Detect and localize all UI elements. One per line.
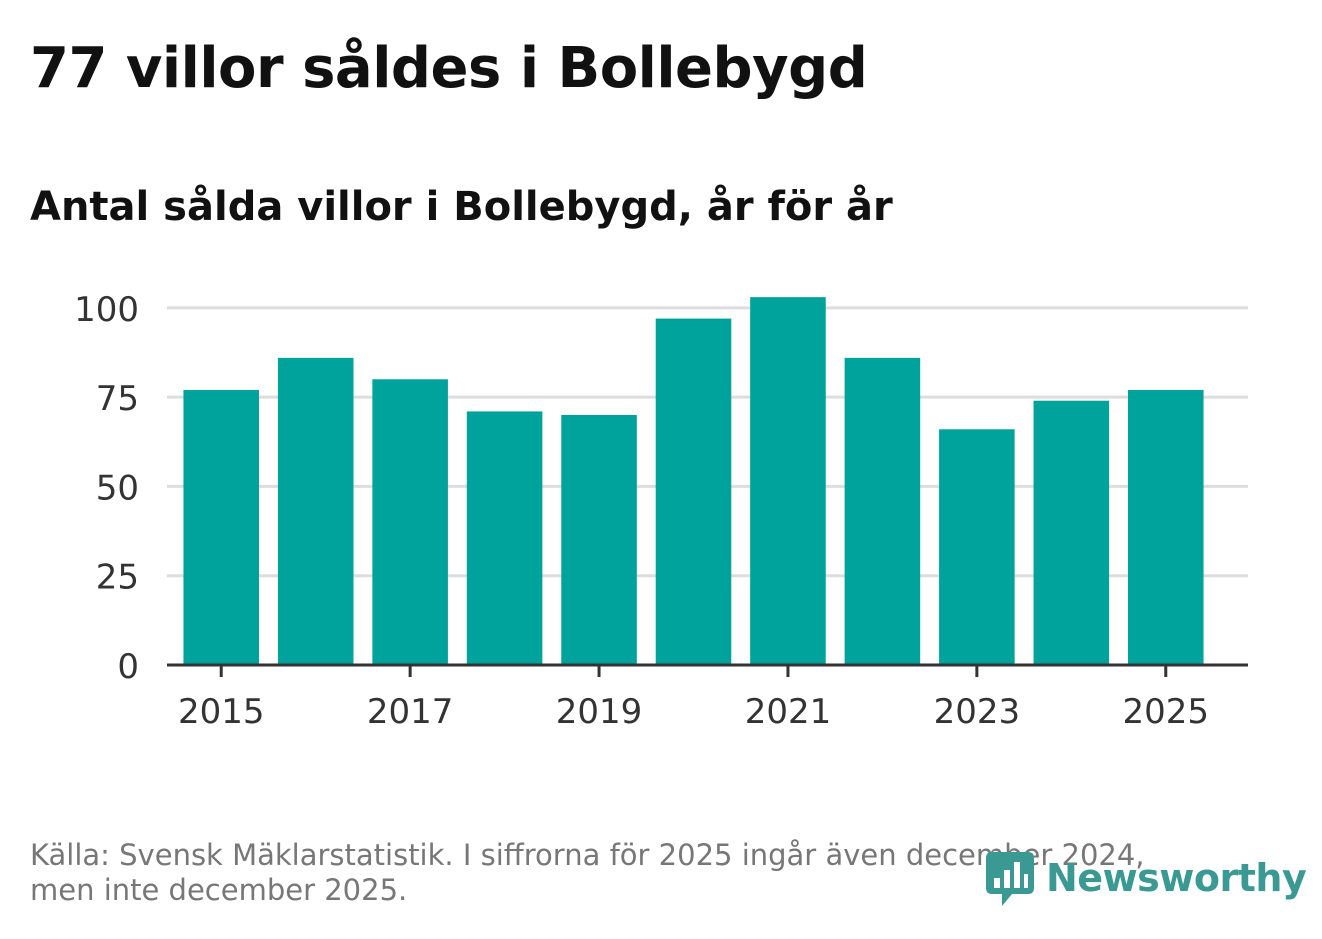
bar-2015 — [183, 390, 260, 665]
bar-chart-speech-bubble-icon — [986, 852, 1034, 906]
bar-2020 — [655, 318, 732, 665]
source-note: Källa: Svensk Mäklarstatistik. I siffror… — [30, 838, 1145, 907]
y-tick-label: 50 — [96, 468, 139, 508]
x-tick-label: 2017 — [367, 692, 454, 732]
bar-2017 — [372, 379, 448, 665]
bar-2018 — [466, 411, 543, 665]
y-tick-label: 75 — [96, 379, 139, 419]
x-tick-label: 2019 — [556, 692, 643, 732]
bar-2021 — [750, 297, 826, 665]
y-tick-label: 0 — [117, 647, 139, 687]
axes: 0 25 50 75 100 2015 2017 2019 2021 2023 2025 — [74, 290, 1248, 732]
bars — [183, 297, 1204, 665]
y-tick-label: 100 — [74, 290, 139, 330]
x-tick-label: 2025 — [1123, 692, 1210, 732]
bar-2016 — [277, 357, 354, 665]
x-tick-label: 2015 — [178, 692, 265, 732]
bar-2019 — [561, 415, 637, 665]
bar-chart: 0 25 50 75 100 2015 2017 2019 2021 2023 2025 — [74, 290, 1248, 732]
y-tick-label: 25 — [96, 558, 139, 598]
chart-title: 77 villor såldes i Bollebygd — [30, 36, 868, 101]
bar-2024 — [1033, 400, 1110, 665]
x-tick-label: 2023 — [934, 692, 1021, 732]
x-tick-label: 2021 — [745, 692, 832, 732]
bar-2025 — [1127, 390, 1204, 665]
newsworthy-logo: Newsworthy — [982, 848, 1307, 908]
bar-2023 — [939, 429, 1015, 665]
bar-2022 — [844, 357, 921, 665]
chart-subtitle: Antal sålda villor i Bollebygd, år för å… — [30, 184, 893, 230]
logo-text: Newsworthy — [1046, 856, 1307, 900]
